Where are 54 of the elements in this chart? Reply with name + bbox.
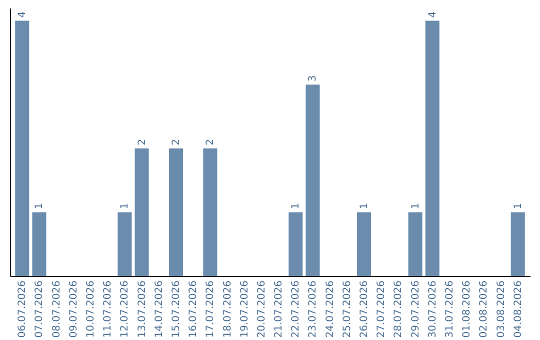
data-label: 1: [120, 202, 131, 210]
x-tick-label: 25.07.2026: [342, 280, 353, 338]
bar: [306, 84, 320, 276]
bar: [168, 148, 183, 276]
data-label: 4: [427, 11, 438, 18]
x-tick-label: 09.07.2026: [68, 280, 80, 338]
x-tick-label: 16.07.2026: [188, 280, 200, 338]
bar: [203, 148, 218, 276]
x-tick-label: 20.07.2026: [256, 280, 268, 338]
x-tick-label: 15.07.2026: [170, 280, 182, 338]
data-label: 3: [308, 75, 319, 82]
data-label: 2: [205, 139, 216, 146]
x-tick-label: 30.07.2026: [427, 280, 438, 338]
data-label: 1: [512, 202, 524, 210]
data-label: 4: [17, 11, 28, 18]
data-label: 1: [34, 202, 46, 210]
data-label: 1: [290, 202, 302, 210]
x-tick-label: 04.08.2026: [512, 280, 524, 338]
x-tick-label: 06.07.2026: [17, 280, 28, 338]
x-tick-label: 27.07.2026: [376, 280, 388, 338]
x-tick-label: 10.07.2026: [86, 280, 97, 338]
x-tick-label: 29.07.2026: [410, 280, 422, 338]
data-label: 2: [136, 139, 148, 146]
bar: [15, 20, 30, 276]
x-tick-label: 31.07.2026: [444, 280, 456, 338]
x-tick-label: 17.07.2026: [205, 280, 216, 338]
bar: [510, 212, 525, 276]
bar: [357, 212, 372, 276]
x-tick-label: 22.07.2026: [290, 280, 302, 338]
bar: [288, 212, 303, 276]
x-tick-label: 11.07.2026: [102, 280, 114, 338]
x-tick-label: 26.07.2026: [359, 280, 370, 338]
x-tick-label: 12.07.2026: [120, 280, 131, 338]
bar: [32, 212, 46, 276]
bar: [118, 212, 132, 276]
x-tick-label: 07.07.2026: [34, 280, 46, 338]
bar: [425, 20, 440, 276]
x-tick-label: 03.08.2026: [496, 280, 507, 338]
bar: [408, 212, 422, 276]
data-label: 1: [410, 202, 422, 210]
data-label: 1: [359, 202, 370, 210]
x-tick-label: 01.08.2026: [462, 280, 473, 338]
x-tick-label: 18.07.2026: [222, 280, 234, 338]
x-tick-label: 23.07.2026: [308, 280, 319, 338]
x-tick-label: 21.07.2026: [274, 280, 285, 338]
x-tick-label: 24.07.2026: [324, 280, 336, 338]
data-label: 2: [170, 139, 182, 146]
x-tick-label: 28.07.2026: [393, 280, 404, 338]
x-tick-label: 13.07.2026: [136, 280, 148, 338]
x-tick-label: 19.07.2026: [239, 280, 250, 338]
bar: [134, 148, 149, 276]
x-tick-label: 02.08.2026: [478, 280, 490, 338]
x-tick-label: 14.07.2026: [154, 280, 165, 338]
x-tick-label: 08.07.2026: [51, 280, 62, 338]
